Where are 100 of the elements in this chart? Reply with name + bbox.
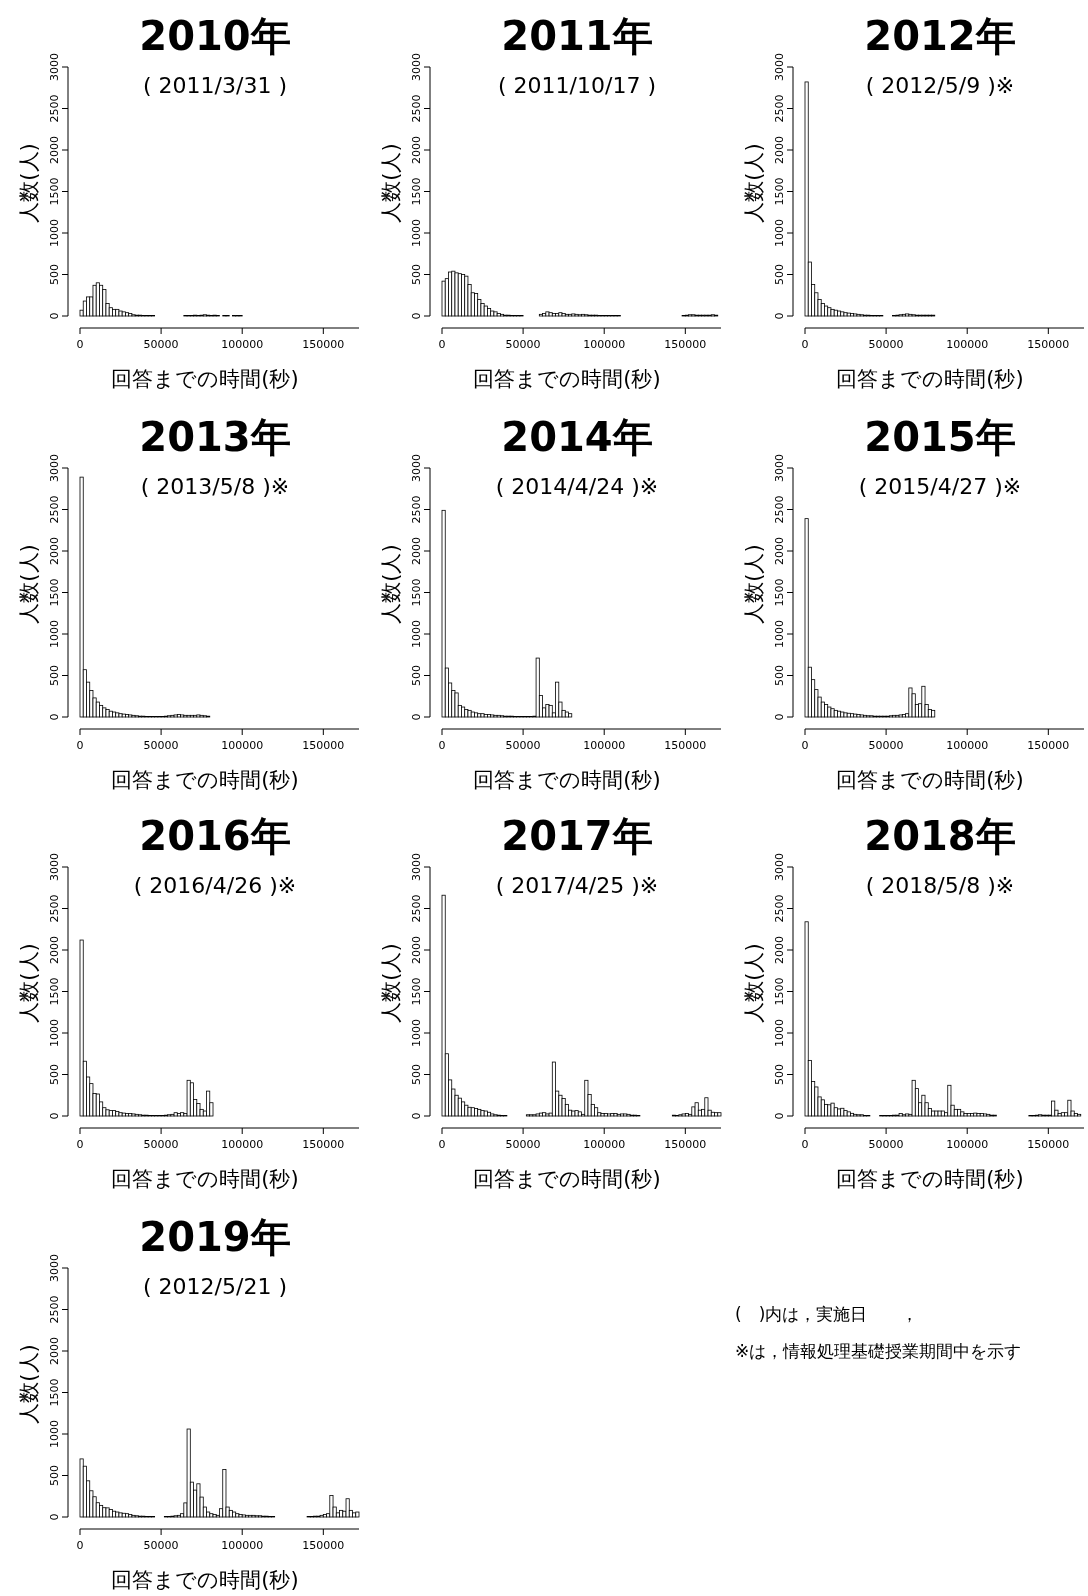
x-tick-label: 150000 [664,338,707,351]
y-axis-title: 人数(人) [742,544,766,624]
chart-subtitle: ( 2016/4/26 )※ [133,873,297,898]
y-tick-label: 1500 [48,1378,61,1407]
y-tick-label: 2500 [48,495,61,524]
y-tick-label: 1500 [773,177,786,206]
y-tick-label: 0 [48,1112,61,1120]
y-tick-label: 3000 [48,53,61,81]
chart-title: 2018年 [864,813,1016,859]
x-tick-label: 50000 [505,338,541,351]
chart-subtitle: ( 2011/3/31 ) [143,73,287,98]
y-tick-label: 2500 [773,94,786,123]
y-tick-label: 1500 [410,977,423,1006]
chart-subtitle: ( 2017/4/25 )※ [495,873,659,898]
y-tick-label: 2500 [410,94,423,123]
chart-title: 2013年 [139,414,291,460]
y-tick-label: 2000 [48,136,61,164]
x-tick-label: 0 [438,338,446,351]
x-tick-label: 50000 [143,739,179,752]
x-tick-label: 100000 [946,1138,989,1151]
y-tick-label: 1500 [773,977,786,1006]
y-tick-label: 500 [48,264,61,285]
x-tick-label: 100000 [583,739,626,752]
y-tick-label: 1000 [48,620,61,648]
y-tick-label: 500 [773,264,786,285]
x-tick-label: 50000 [868,739,904,752]
x-tick-label: 150000 [302,338,345,351]
x-tick-label: 0 [438,1138,446,1151]
text: ( )内は，実施日 ， [735,1304,919,1324]
y-tick-label: 3000 [773,53,786,81]
y-tick-label: 1000 [48,1019,61,1047]
x-tick-label: 100000 [221,338,264,351]
x-tick-label: 100000 [583,338,626,351]
text: ※は，情報処理基礎授業期間中を示す [735,1341,1022,1361]
y-tick-label: 2000 [773,136,786,164]
y-tick-label: 1000 [773,1019,786,1047]
chart-title: 2011年 [501,13,653,59]
x-tick-label: 100000 [583,1138,626,1151]
y-tick-label: 1500 [48,578,61,607]
y-axis-title: 人数(人) [17,544,41,624]
y-tick-label: 0 [48,312,61,320]
y-axis-title: 人数(人) [17,143,41,223]
y-tick-label: 1500 [410,177,423,206]
x-tick-label: 150000 [302,739,345,752]
y-tick-label: 2500 [773,894,786,923]
x-axis-title: 回答までの時間(秒) [836,768,1024,792]
x-tick-label: 0 [76,1539,84,1552]
chart-subtitle: ( 2012/5/21 ) [143,1274,287,1299]
y-tick-label: 500 [410,264,423,285]
y-tick-label: 500 [48,665,61,686]
y-tick-label: 1000 [410,219,423,247]
x-axis-title: 回答までの時間(秒) [473,1167,661,1191]
y-tick-label: 2500 [410,894,423,923]
y-tick-label: 1000 [48,219,61,247]
y-axis-title: 人数(人) [379,943,403,1023]
x-tick-label: 150000 [664,739,707,752]
x-axis-title: 回答までの時間(秒) [111,1167,299,1191]
y-axis-title: 人数(人) [742,943,766,1023]
x-tick-label: 0 [76,739,84,752]
y-tick-label: 3000 [410,853,423,881]
x-tick-label: 50000 [143,1539,179,1552]
y-axis-title: 人数(人) [17,1344,41,1424]
x-axis-title: 回答までの時間(秒) [473,768,661,792]
chart-title: 2014年 [501,414,653,460]
y-tick-label: 2000 [48,1337,61,1365]
y-axis-title: 人数(人) [379,544,403,624]
y-tick-label: 500 [410,665,423,686]
x-tick-label: 150000 [1027,1138,1070,1151]
y-tick-label: 1000 [410,1019,423,1047]
y-tick-label: 2500 [773,495,786,524]
x-tick-label: 100000 [221,739,264,752]
y-tick-label: 1500 [773,578,786,607]
y-tick-label: 500 [410,1064,423,1085]
x-tick-label: 50000 [143,338,179,351]
y-tick-label: 3000 [773,853,786,881]
x-tick-label: 50000 [505,1138,541,1151]
y-tick-label: 500 [48,1064,61,1085]
y-tick-label: 2500 [410,495,423,524]
x-axis-title: 回答までの時間(秒) [836,1167,1024,1191]
y-tick-label: 1000 [48,1420,61,1448]
y-tick-label: 2500 [48,94,61,123]
y-tick-label: 1500 [48,177,61,206]
y-tick-label: 2000 [48,936,61,964]
y-tick-label: 3000 [48,853,61,881]
y-axis-title: 人数(人) [379,143,403,223]
y-tick-label: 1500 [48,977,61,1006]
y-axis-title: 人数(人) [17,943,41,1023]
x-tick-label: 150000 [1027,739,1070,752]
x-tick-label: 50000 [143,1138,179,1151]
y-tick-label: 2500 [48,1295,61,1324]
y-tick-label: 2000 [410,537,423,565]
y-tick-label: 0 [773,312,786,320]
y-tick-label: 0 [773,713,786,721]
chart-title: 2016年 [139,813,291,859]
x-axis-title: 回答までの時間(秒) [111,768,299,792]
y-tick-label: 1000 [773,219,786,247]
x-tick-label: 0 [801,739,809,752]
y-tick-label: 2000 [410,136,423,164]
x-tick-label: 100000 [221,1138,264,1151]
y-tick-label: 3000 [48,1254,61,1282]
